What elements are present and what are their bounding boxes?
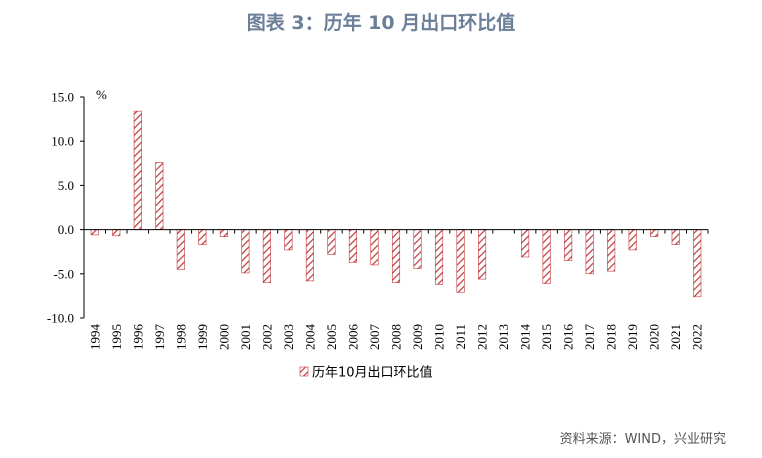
x-tick-label-2011: 2011 bbox=[453, 324, 468, 350]
x-tick-label-2007: 2007 bbox=[367, 324, 382, 351]
bar-2022 bbox=[693, 229, 702, 298]
bar-1999 bbox=[198, 229, 207, 245]
bar-2001 bbox=[241, 229, 250, 274]
x-tick-label-2009: 2009 bbox=[410, 324, 425, 350]
bar-2008 bbox=[391, 229, 401, 283]
bar-2015 bbox=[542, 229, 551, 284]
legend-swatch bbox=[299, 366, 309, 377]
y-tick-label: 15.0 bbox=[51, 90, 74, 105]
x-tick-label-2002: 2002 bbox=[259, 324, 274, 350]
y-tick-label: -10.0 bbox=[47, 311, 74, 326]
x-tick-label-2001: 2001 bbox=[238, 324, 253, 350]
bar-1996 bbox=[133, 110, 142, 230]
x-tick-label-2004: 2004 bbox=[302, 324, 317, 351]
bar-2012 bbox=[478, 229, 487, 280]
bar-2021 bbox=[671, 229, 680, 245]
bar-2010 bbox=[434, 229, 444, 285]
legend-label: 历年10月出口环比值 bbox=[312, 365, 433, 381]
bar-2004 bbox=[305, 229, 314, 282]
bar-1995 bbox=[112, 229, 121, 237]
y-tick-label: -5.0 bbox=[53, 266, 74, 281]
x-tick-label-2005: 2005 bbox=[324, 324, 339, 350]
x-tick-label-2003: 2003 bbox=[281, 324, 296, 350]
x-tick-label-2013: 2013 bbox=[496, 324, 511, 350]
bar-1994 bbox=[90, 229, 99, 236]
x-tick-label-2020: 2020 bbox=[647, 324, 662, 350]
x-tick-label-1999: 1999 bbox=[195, 324, 210, 350]
x-tick-label-2006: 2006 bbox=[345, 324, 360, 351]
x-tick-label-2008: 2008 bbox=[389, 324, 404, 350]
x-tick-label-1995: 1995 bbox=[109, 324, 124, 350]
source-note: 资料来源：WIND，兴业研究 bbox=[559, 432, 726, 447]
bar-2005 bbox=[327, 229, 336, 255]
x-tick-label-2000: 2000 bbox=[216, 324, 231, 350]
bar-2018 bbox=[607, 229, 616, 272]
bar-1997 bbox=[155, 162, 164, 230]
y-tick-label: 5.0 bbox=[58, 178, 74, 193]
bar-1998 bbox=[176, 229, 185, 270]
y-tick-label: 0.0 bbox=[58, 222, 74, 237]
bar-2019 bbox=[628, 229, 637, 251]
bar-2016 bbox=[564, 229, 573, 261]
x-tick-label-2017: 2017 bbox=[582, 324, 597, 351]
x-tick-label-1998: 1998 bbox=[173, 324, 188, 350]
x-tick-label-2021: 2021 bbox=[668, 324, 683, 350]
x-tick-label-2018: 2018 bbox=[604, 324, 619, 350]
x-tick-label-1997: 1997 bbox=[152, 324, 167, 351]
y-unit-label: % bbox=[96, 87, 107, 102]
bar-2002 bbox=[262, 229, 271, 283]
bar-2014 bbox=[521, 229, 530, 258]
x-tick-label-2019: 2019 bbox=[625, 324, 640, 350]
bar-2000 bbox=[219, 229, 228, 237]
bar-2006 bbox=[348, 229, 358, 263]
bar-2003 bbox=[284, 229, 293, 251]
x-tick-label-1994: 1994 bbox=[87, 324, 102, 351]
bar-2017 bbox=[585, 229, 594, 275]
bar-2007 bbox=[370, 229, 379, 266]
y-tick-label: 10.0 bbox=[51, 134, 74, 149]
bar-2020 bbox=[650, 229, 659, 237]
x-tick-label-2022: 2022 bbox=[690, 324, 705, 350]
bar-2009 bbox=[413, 229, 422, 269]
page-title: 图表 3：历年 10 月出口环比值 bbox=[246, 12, 516, 34]
x-tick-label-2015: 2015 bbox=[539, 324, 554, 350]
bar-2011 bbox=[456, 229, 465, 293]
x-tick-label-2010: 2010 bbox=[432, 324, 447, 350]
x-tick-label-1996: 1996 bbox=[130, 324, 145, 351]
x-tick-label-2014: 2014 bbox=[518, 324, 533, 351]
x-tick-label-2012: 2012 bbox=[475, 324, 490, 350]
x-tick-label-2016: 2016 bbox=[561, 324, 576, 351]
